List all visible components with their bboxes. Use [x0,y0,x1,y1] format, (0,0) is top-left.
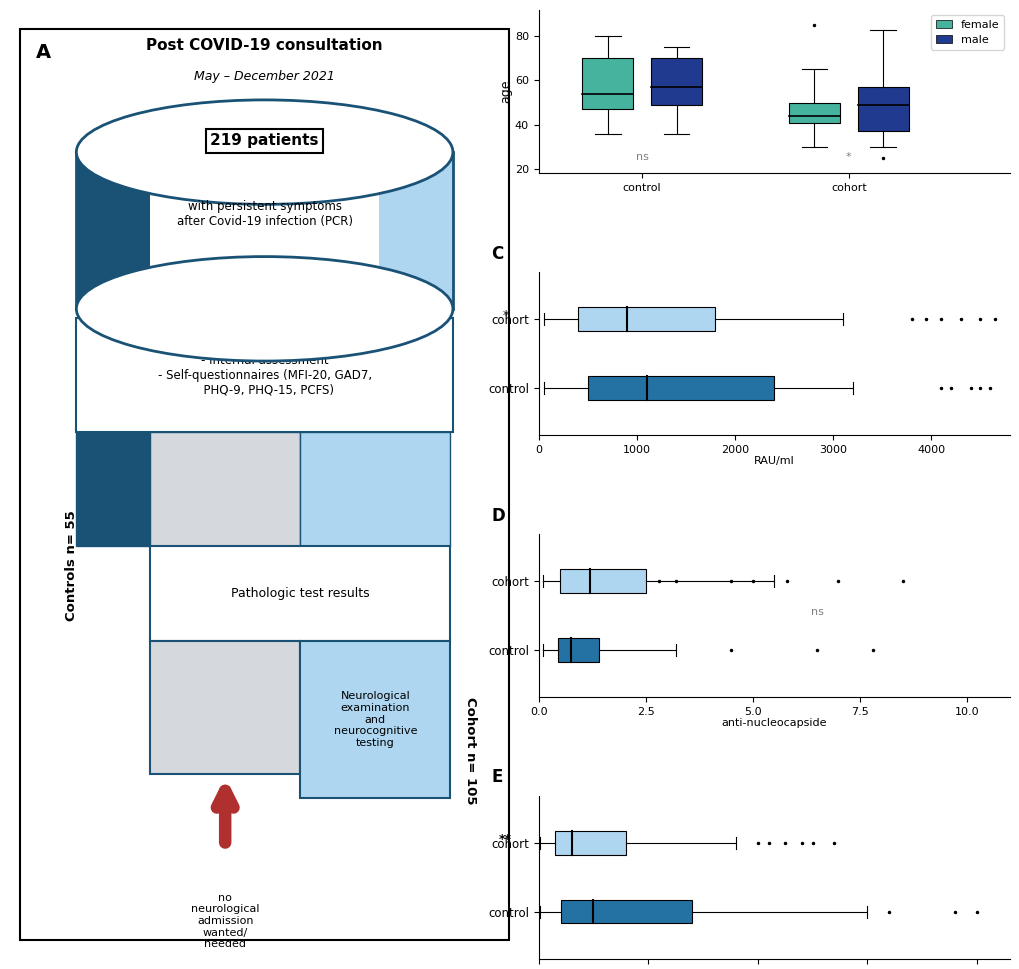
Bar [20,29,508,940]
X-axis label: RAU/ml: RAU/ml [753,456,794,466]
Bar [578,307,714,331]
Text: no
neurological
admission
wanted/
needed: no neurological admission wanted/ needed [191,892,259,950]
Bar [581,58,633,109]
Bar [857,87,908,132]
X-axis label: anti-nucleocapside: anti-nucleocapside [720,718,826,729]
Text: ns: ns [810,608,822,617]
FancyArrowPatch shape [217,791,233,843]
Text: *: * [846,152,851,162]
Bar [150,547,450,641]
Bar [560,899,691,923]
Text: 219 patients: 219 patients [210,134,319,148]
Bar [557,638,598,662]
Text: Neurological
examination
and
neurocognitive
testing: Neurological examination and neurocognit… [333,691,417,748]
Bar [150,432,300,547]
Bar [788,103,840,122]
Bar [150,641,300,774]
Bar [559,570,645,593]
Legend: female, male: female, male [930,16,1004,49]
Text: - Internal assessment
- Self-questionnaires (MFI-20, GAD7,
  PHQ-9, PHQ-15, PCFS: - Internal assessment - Self-questionnai… [157,354,371,396]
Text: ns: ns [635,152,648,162]
Bar [76,152,452,309]
Text: **: ** [497,833,511,846]
Bar [379,152,452,309]
Text: D: D [491,507,504,524]
Text: *: * [502,309,508,323]
Bar [300,432,450,547]
Text: Post COVID-19 consultation: Post COVID-19 consultation [146,39,382,53]
Y-axis label: age: age [498,79,512,104]
Bar [554,831,626,856]
Bar [76,319,452,432]
Ellipse shape [76,257,452,361]
Text: Cohort n= 105: Cohort n= 105 [464,697,477,804]
Text: A: A [36,43,51,62]
Text: Controls n= 55: Controls n= 55 [64,510,77,620]
Bar [300,641,450,797]
Bar [76,432,150,547]
Text: Pathologic test results: Pathologic test results [230,587,369,600]
Bar [650,58,702,105]
Bar [76,152,150,309]
Text: with persistent symptoms
after Covid-19 infection (PCR): with persistent symptoms after Covid-19 … [176,200,353,228]
Text: E: E [491,768,502,787]
Ellipse shape [76,100,452,204]
Text: C: C [491,244,503,263]
Bar [587,376,773,399]
Text: May – December 2021: May – December 2021 [194,70,334,82]
